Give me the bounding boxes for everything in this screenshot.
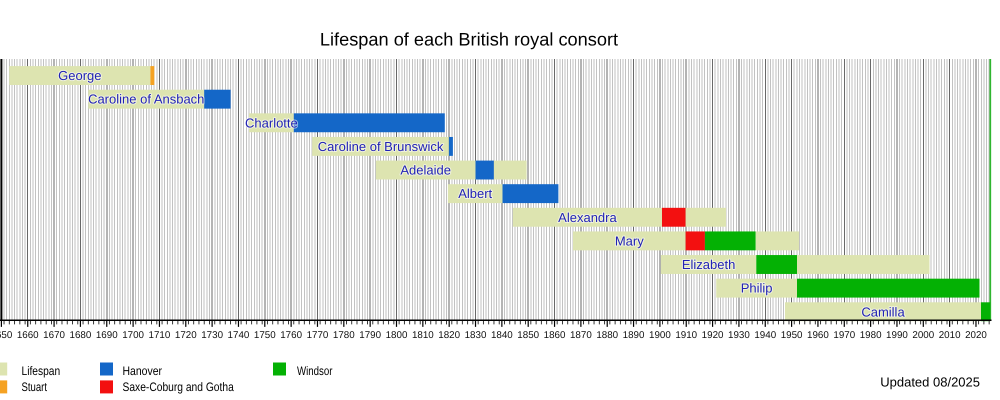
- svg-text:1650: 1650: [0, 330, 13, 341]
- svg-text:1670: 1670: [43, 330, 65, 341]
- svg-text:1850: 1850: [517, 330, 539, 341]
- svg-text:Charlotte: Charlotte: [245, 115, 298, 130]
- svg-text:George: George: [58, 68, 101, 83]
- svg-text:1880: 1880: [596, 330, 618, 341]
- svg-text:1920: 1920: [702, 330, 724, 341]
- svg-text:1780: 1780: [333, 330, 355, 341]
- svg-text:1800: 1800: [386, 330, 408, 341]
- svg-text:1840: 1840: [491, 330, 513, 341]
- svg-text:1900: 1900: [649, 330, 671, 341]
- svg-text:Camilla: Camilla: [861, 304, 905, 319]
- svg-text:1950: 1950: [781, 330, 803, 341]
- svg-text:1760: 1760: [280, 330, 302, 341]
- svg-text:Albert: Albert: [458, 186, 492, 201]
- svg-text:1750: 1750: [254, 330, 276, 341]
- svg-text:1960: 1960: [807, 330, 829, 341]
- svg-text:1940: 1940: [754, 330, 776, 341]
- svg-text:2020: 2020: [965, 330, 987, 341]
- svg-text:1710: 1710: [149, 330, 171, 341]
- svg-text:1820: 1820: [438, 330, 460, 341]
- svg-text:1810: 1810: [412, 330, 434, 341]
- svg-text:1720: 1720: [175, 330, 197, 341]
- svg-text:Updated 08/2025: Updated 08/2025: [880, 374, 980, 389]
- svg-text:1990: 1990: [886, 330, 908, 341]
- svg-text:1660: 1660: [17, 330, 39, 341]
- svg-text:1690: 1690: [96, 330, 118, 341]
- svg-text:1700: 1700: [122, 330, 144, 341]
- svg-text:Saxe-Coburg and Gotha: Saxe-Coburg and Gotha: [123, 380, 234, 394]
- svg-text:Hanover: Hanover: [123, 364, 163, 378]
- svg-text:Philip: Philip: [741, 281, 773, 296]
- svg-text:1930: 1930: [728, 330, 750, 341]
- svg-text:1730: 1730: [201, 330, 223, 341]
- svg-text:1740: 1740: [228, 330, 250, 341]
- svg-text:Elizabeth: Elizabeth: [682, 257, 735, 272]
- svg-text:1770: 1770: [307, 330, 329, 341]
- svg-text:Mary: Mary: [615, 233, 644, 248]
- svg-text:Stuart: Stuart: [22, 380, 48, 394]
- svg-text:Caroline of Brunswick: Caroline of Brunswick: [318, 139, 444, 154]
- svg-text:Caroline of Ansbach: Caroline of Ansbach: [88, 92, 204, 107]
- svg-text:1870: 1870: [570, 330, 592, 341]
- svg-text:1890: 1890: [623, 330, 645, 341]
- svg-text:1860: 1860: [544, 330, 566, 341]
- svg-text:Windsor: Windsor: [297, 364, 333, 378]
- svg-text:Alexandra: Alexandra: [558, 210, 617, 225]
- svg-text:2010: 2010: [939, 330, 961, 341]
- svg-text:1790: 1790: [359, 330, 381, 341]
- svg-text:1830: 1830: [465, 330, 487, 341]
- svg-text:Adelaide: Adelaide: [400, 163, 451, 178]
- svg-text:1980: 1980: [860, 330, 882, 341]
- svg-text:Lifespan: Lifespan: [22, 364, 61, 378]
- svg-text:2000: 2000: [912, 330, 934, 341]
- svg-text:Lifespan of each British royal: Lifespan of each British royal consort: [320, 29, 618, 49]
- svg-text:1680: 1680: [70, 330, 92, 341]
- svg-text:1910: 1910: [675, 330, 697, 341]
- svg-text:1970: 1970: [833, 330, 855, 341]
